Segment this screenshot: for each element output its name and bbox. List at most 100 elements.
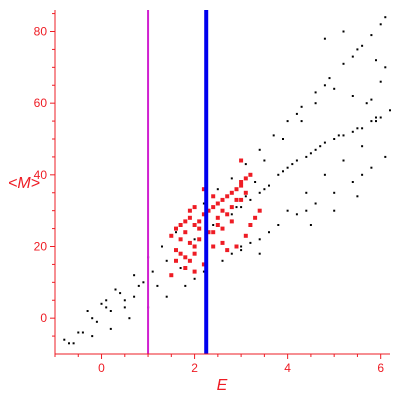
black-point-0-4 [119,292,122,295]
black-point-2-9 [240,249,243,252]
black-point-3-21 [323,37,326,40]
black-point-3-29 [356,195,359,198]
black-point-3-7 [365,102,368,105]
black-point-3-32 [123,306,126,309]
black-point-3-25 [230,252,233,255]
red-point-4-45 [215,223,220,227]
black-point-3-26 [258,252,261,255]
red-point-4-59 [201,187,206,192]
black-point-3-34 [142,281,145,284]
black-point-1-19 [314,148,317,151]
black-point-2-19 [305,209,308,212]
x-axis-title: E [217,377,228,394]
black-point-0-8 [175,231,177,234]
red-point-4-7 [201,212,206,217]
y-axis-title: <M> [8,175,40,192]
red-point-4-38 [253,215,258,220]
red-point-4-14 [234,187,239,192]
black-point-3-9 [333,87,336,90]
black-point-1-24 [361,127,364,130]
black-point-1-5 [137,284,140,287]
black-point-3-20 [342,30,345,33]
black-point-2-18 [361,173,364,176]
x-tick-label-6: 6 [377,361,384,375]
red-point-4-54 [206,230,211,235]
red-point-4-17 [220,208,225,213]
black-point-1-22 [342,134,345,137]
red-point-4-55 [197,226,202,231]
black-point-3-27 [309,224,312,226]
black-point-1-28 [309,152,312,155]
black-point-3-12 [282,138,284,140]
black-point-2-2 [109,327,112,330]
red-point-4-49 [243,176,248,181]
black-point-1-13 [258,191,261,194]
black-point-0-23 [384,16,387,19]
black-point-2-3 [128,317,131,320]
black-point-0-7 [161,245,163,248]
red-point-4-57 [192,205,197,210]
black-point-1-35 [291,163,294,166]
red-point-4-10 [215,201,220,206]
red-point-4-4 [187,215,192,220]
black-point-0-19 [328,77,331,80]
red-point-4-27 [178,251,183,256]
black-point-3-16 [235,206,238,209]
red-point-4-30 [192,251,197,256]
red-point-4-24 [192,244,197,249]
axes-layer [54,10,390,355]
black-point-1-20 [323,141,326,144]
black-point-0-21 [356,48,359,51]
black-point-1-9 [212,224,215,226]
red-point-4-28 [183,255,188,260]
black-point-2-15 [351,181,354,183]
black-point-1-29 [319,145,322,148]
black-point-3-28 [333,209,336,212]
black-point-2-8 [221,259,224,262]
black-point-1-4 [123,299,126,302]
red-point-4-9 [211,205,216,210]
black-point-1-15 [277,173,280,176]
black-point-1-6 [151,270,154,273]
black-point-2-12 [295,213,298,216]
red-point-4-53 [220,226,225,231]
red-point-4-25 [197,237,202,242]
red-point-4-12 [225,194,230,199]
black-point-1-11 [240,206,243,209]
black-point-1-12 [249,198,252,201]
red-point-4-31 [201,262,206,267]
black-point-1-25 [370,120,373,123]
black-point-3-30 [105,299,108,302]
black-point-3-6 [375,120,377,123]
black-point-3-18 [375,59,377,62]
black-point-3-22 [379,80,382,83]
black-point-3-1 [286,209,289,212]
black-point-0-13 [244,163,247,166]
red-point-4-1 [174,226,178,231]
black-point-3-35 [156,284,159,287]
black-point-3-37 [179,267,182,269]
y-tick-label-0: 0 [40,311,47,325]
black-point-1-3 [109,310,112,312]
red-point-4-32 [211,244,216,249]
red-point-4-21 [178,237,183,242]
black-point-1-7 [165,259,168,262]
black-point-3-33 [133,295,136,298]
red-point-4-13 [229,190,234,195]
black-point-0-26 [323,84,326,87]
red-point-4-35 [234,244,239,249]
black-point-3-10 [314,102,317,105]
black-point-2-11 [277,224,280,226]
black-point-2-16 [370,166,373,169]
black-point-1-30 [337,134,340,137]
black-point-0-27 [295,112,298,115]
black-point-3-3 [323,173,326,176]
black-point-3-13 [263,159,266,162]
black-point-2-17 [384,155,387,158]
black-point-1-18 [305,155,308,158]
black-point-0-1 [77,331,80,334]
black-point-0-14 [258,148,261,151]
red-point-4-15 [239,183,244,188]
red-point-4-0 [169,233,174,238]
